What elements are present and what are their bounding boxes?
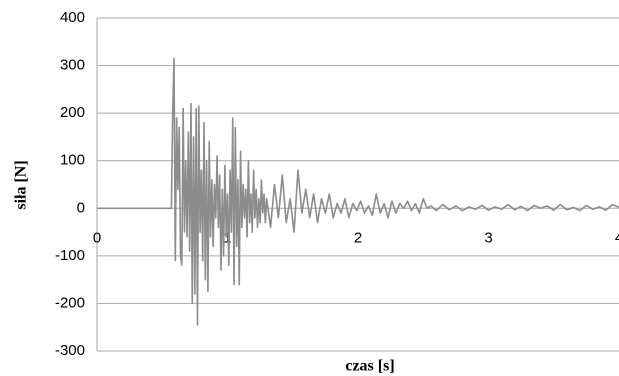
- y-tick-label: -200: [55, 294, 85, 311]
- y-tick-label: -300: [55, 342, 85, 359]
- y-tick-label: 0: [77, 199, 85, 216]
- y-tick-label: -100: [55, 247, 85, 264]
- x-tick-label: 1: [223, 229, 231, 246]
- y-tick-label: 100: [60, 152, 85, 169]
- x-tick-label: 4: [615, 229, 619, 246]
- x-tick-label: 2: [354, 229, 362, 246]
- x-tick-label: 0: [93, 229, 101, 246]
- y-tick-label: 400: [60, 9, 85, 26]
- x-tick-label: 3: [484, 229, 492, 246]
- y-axis-title: siła [N]: [13, 160, 30, 209]
- y-tick-label: 200: [60, 104, 85, 121]
- data-line: [97, 57, 619, 326]
- x-axis-title: czas [s]: [345, 358, 394, 375]
- y-tick-label: 300: [60, 57, 85, 74]
